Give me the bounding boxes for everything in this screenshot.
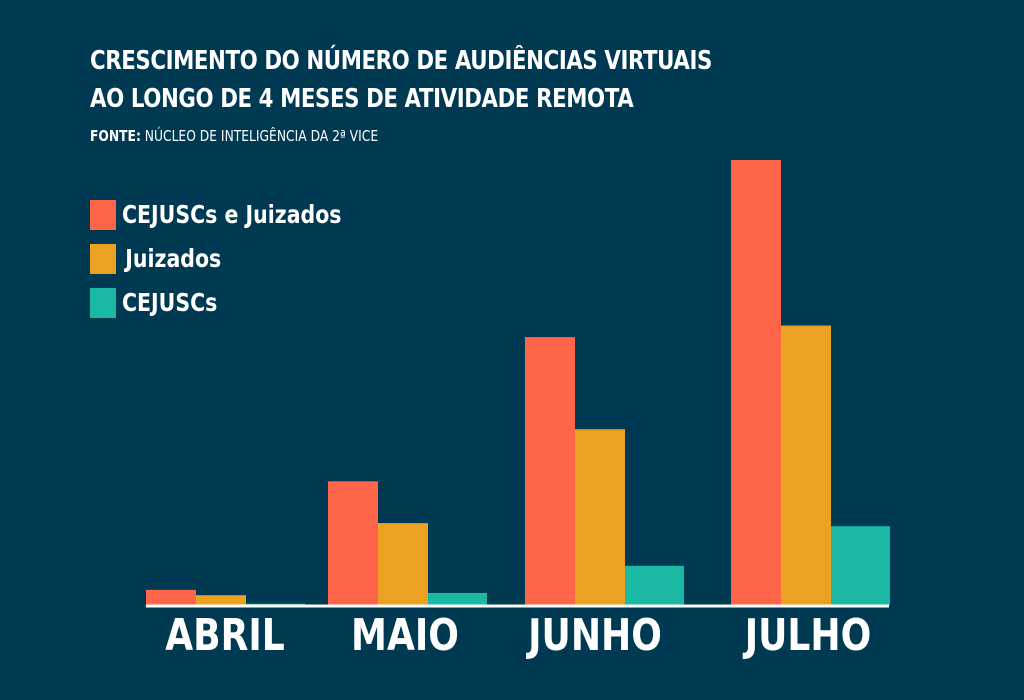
bar-junho-series-3 [625, 565, 684, 605]
x-axis-tick-labels: ABRIL MAIO JUNHO JULHO [165, 611, 871, 661]
source-label: FONTE: [90, 127, 141, 145]
legend-label-cejuscs-e-juizados: CEJUSCs e Juizados [122, 200, 342, 229]
bars-layer [146, 160, 890, 605]
bar-julho-series-3 [831, 526, 890, 605]
bar-maio-series-1 [328, 481, 378, 605]
legend-item-juizados: Juizados [90, 244, 390, 274]
bar-abril-series-3 [246, 603, 305, 605]
chart-title: CRESCIMENTO DO NÚMERO DE AUDIÊNCIAS VIRT… [90, 42, 712, 118]
legend-item-cejuscs: CEJUSCs [90, 288, 390, 318]
x-tick-label-maio: MAIO [351, 611, 459, 661]
legend-swatch-juizados [90, 244, 116, 274]
legend: CEJUSCs e Juizados Juizados CEJUSCs [90, 200, 390, 332]
x-tick-label-julho: JULHO [742, 611, 871, 661]
bar-abril-series-1 [146, 589, 196, 605]
legend-swatch-cejuscs-e-juizados [90, 200, 116, 230]
bar-julho-series-1 [731, 160, 781, 605]
legend-item-cejuscs-e-juizados: CEJUSCs e Juizados [90, 200, 390, 230]
bar-maio-series-2 [378, 523, 428, 605]
bar-junho-series-1 [525, 337, 575, 605]
bar-junho-series-2 [575, 429, 625, 605]
source-text: NÚCLEO DE INTELIGÊNCIA DA 2ª VICE [140, 127, 379, 145]
bar-abril-series-2 [196, 595, 246, 605]
legend-label-juizados: Juizados [125, 244, 222, 273]
bar-maio-series-3 [428, 592, 487, 605]
chart-title-line-1: CRESCIMENTO DO NÚMERO DE AUDIÊNCIAS VIRT… [90, 46, 712, 76]
source-note: FONTE: NÚCLEO DE INTELIGÊNCIA DA 2ª VICE [90, 126, 378, 146]
legend-label-cejuscs: CEJUSCs [122, 288, 218, 317]
legend-swatch-cejuscs [90, 288, 116, 318]
x-tick-label-junho: JUNHO [525, 611, 661, 661]
chart-title-line-2: AO LONGO DE 4 MESES DE ATIVIDADE REMOTA [90, 84, 634, 114]
x-tick-label-abril: ABRIL [165, 611, 285, 661]
bar-julho-series-2 [781, 325, 831, 605]
